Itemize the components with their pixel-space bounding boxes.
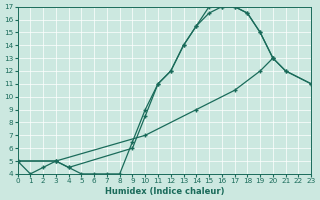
- X-axis label: Humidex (Indice chaleur): Humidex (Indice chaleur): [105, 187, 224, 196]
